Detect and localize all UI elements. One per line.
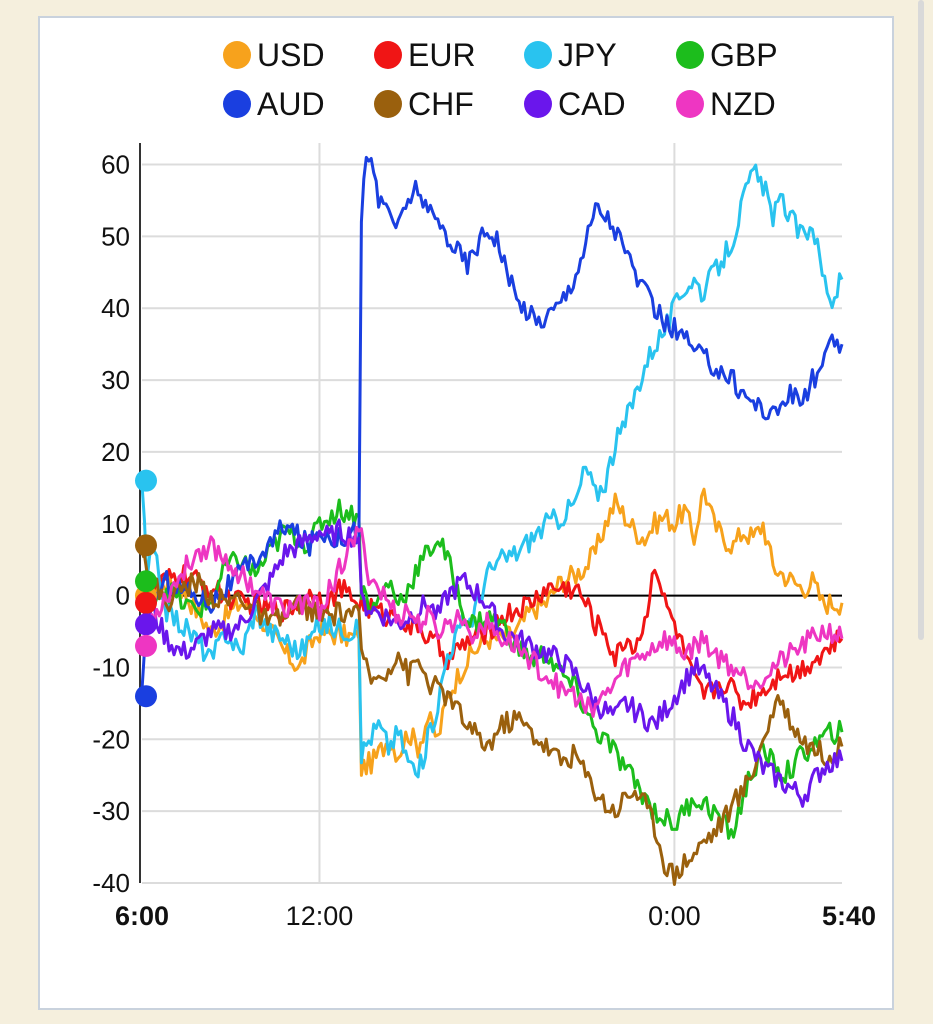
series-start-marker-nzd	[135, 634, 157, 657]
grid	[139, 143, 842, 884]
x-tick-label: 0:00	[648, 901, 701, 931]
legend: USD EUR JPY GBP AUD CHF CAD NZD	[223, 37, 778, 122]
series-start-marker-jpy	[135, 469, 157, 492]
legend-label-gbp[interactable]: GBP	[710, 37, 778, 73]
y-tick-label: 50	[101, 221, 130, 251]
legend-label-jpy[interactable]: JPY	[558, 37, 617, 73]
x-tick-label: 12:00	[286, 901, 354, 931]
series-line-aud	[140, 155, 844, 690]
y-tick-label: 30	[101, 365, 130, 395]
y-tick-label: -40	[92, 868, 130, 898]
y-tick-label: -20	[92, 724, 130, 754]
series-lines	[140, 155, 844, 886]
series-line-eur	[140, 564, 844, 711]
legend-swatch-nzd[interactable]	[676, 90, 704, 118]
y-tick-label: 20	[101, 437, 130, 467]
legend-swatch-gbp[interactable]	[676, 41, 704, 69]
y-tick-label: 0	[116, 581, 130, 611]
legend-label-aud[interactable]: AUD	[257, 86, 325, 122]
legend-label-usd[interactable]: USD	[257, 37, 325, 73]
series-start-marker-aud	[135, 685, 157, 708]
legend-swatch-usd[interactable]	[223, 41, 251, 69]
legend-label-cad[interactable]: CAD	[558, 86, 626, 122]
series-line-chf	[141, 554, 844, 886]
chart-card	[38, 16, 894, 1010]
legend-label-chf[interactable]: CHF	[408, 86, 474, 122]
series-start-marker-chf	[135, 534, 157, 557]
scrollbar-thumb[interactable]	[918, 0, 924, 640]
y-tick-label: 40	[101, 293, 130, 323]
legend-swatch-chf[interactable]	[374, 90, 402, 118]
y-tick-label: 60	[101, 150, 130, 180]
series-start-marker-eur	[135, 591, 157, 614]
y-tick-label: -30	[92, 796, 130, 826]
x-tick-label: 5:40	[822, 901, 876, 931]
y-tick-label: 10	[101, 509, 130, 539]
series-line-jpy	[140, 163, 844, 779]
legend-label-nzd[interactable]: NZD	[710, 86, 776, 122]
series-start-marker-gbp	[135, 570, 157, 593]
y-axis-ticks: 60 50 40 30 20 10 0 -10 -20 -30 -40	[92, 150, 130, 898]
series-start-markers	[135, 469, 157, 708]
series-line-nzd	[140, 525, 844, 718]
legend-label-eur[interactable]: EUR	[408, 37, 476, 73]
legend-swatch-jpy[interactable]	[524, 41, 552, 69]
legend-swatch-cad[interactable]	[524, 90, 552, 118]
x-tick-label: 6:00	[115, 901, 169, 931]
x-axis-ticks: 6:00 12:00 0:00 5:40	[115, 901, 876, 931]
legend-swatch-eur[interactable]	[374, 41, 402, 69]
legend-swatch-aud[interactable]	[223, 90, 251, 118]
y-tick-label: -10	[92, 652, 130, 682]
series-start-marker-cad	[135, 613, 157, 636]
